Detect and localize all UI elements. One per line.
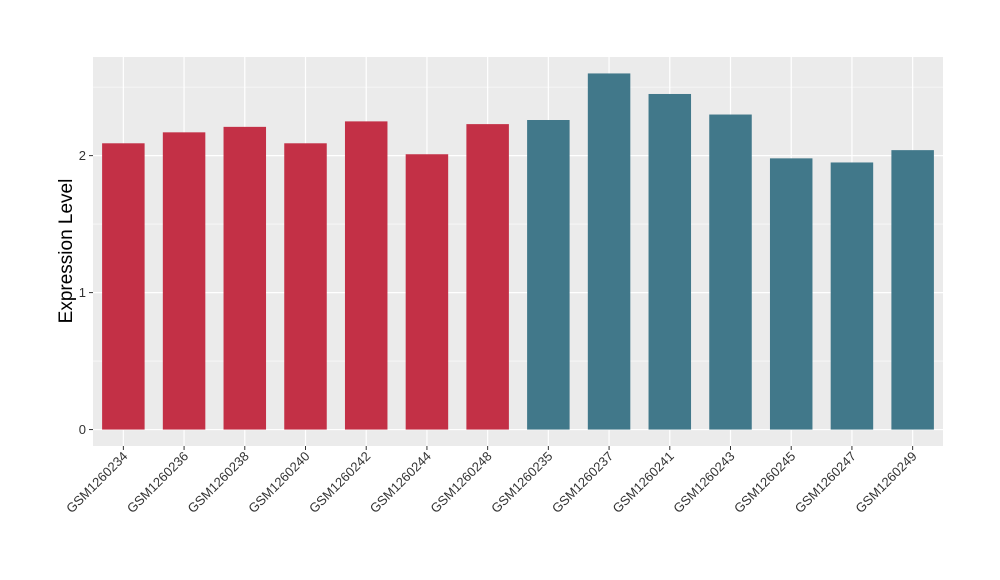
x-tick-label: GSM1260244 (367, 449, 434, 516)
y-tick-label: 1 (79, 285, 86, 300)
bar-GSM1260249 (891, 150, 934, 430)
x-tick-label: GSM1260234 (63, 449, 130, 516)
x-tick-label: GSM1260245 (731, 449, 798, 516)
bar-GSM1260248 (466, 124, 509, 430)
bar-GSM1260237 (587, 73, 631, 430)
x-tick-label: GSM1260236 (124, 449, 191, 516)
bar-GSM1260234 (102, 143, 145, 430)
x-axis: GSM1260234GSM1260236GSM1260238GSM1260240… (63, 446, 920, 516)
x-tick-label: GSM1260249 (852, 449, 919, 516)
x-tick-label: GSM1260238 (185, 449, 252, 516)
bar-GSM1260245 (769, 158, 813, 430)
x-tick-label: GSM1260240 (245, 449, 312, 516)
x-tick-label: GSM1260248 (427, 449, 494, 516)
y-axis-title: Expression Level (56, 179, 77, 324)
x-tick-label: GSM1260243 (670, 449, 737, 516)
x-tick-label: GSM1260242 (306, 449, 373, 516)
x-tick-label: GSM1260241 (610, 449, 677, 516)
x-tick-label: GSM1260247 (792, 449, 859, 516)
bar-GSM1260247 (830, 162, 874, 430)
bar-GSM1260243 (709, 114, 752, 430)
bar-GSM1260244 (405, 154, 449, 430)
bar-GSM1260235 (527, 120, 570, 430)
y-tick-label: 0 (79, 422, 86, 437)
bar-GSM1260240 (284, 143, 327, 430)
bar-GSM1260242 (344, 121, 388, 430)
y-tick-label: 2 (79, 148, 86, 163)
x-tick-label: GSM1260237 (549, 449, 616, 516)
bar-GSM1260241 (648, 93, 692, 430)
x-tick-label: GSM1260235 (488, 449, 555, 516)
bars (102, 73, 934, 430)
bar-GSM1260236 (162, 132, 206, 430)
bar-GSM1260238 (223, 126, 267, 430)
plot-panel (93, 57, 943, 446)
y-axis: 0 1 2 (79, 148, 93, 437)
